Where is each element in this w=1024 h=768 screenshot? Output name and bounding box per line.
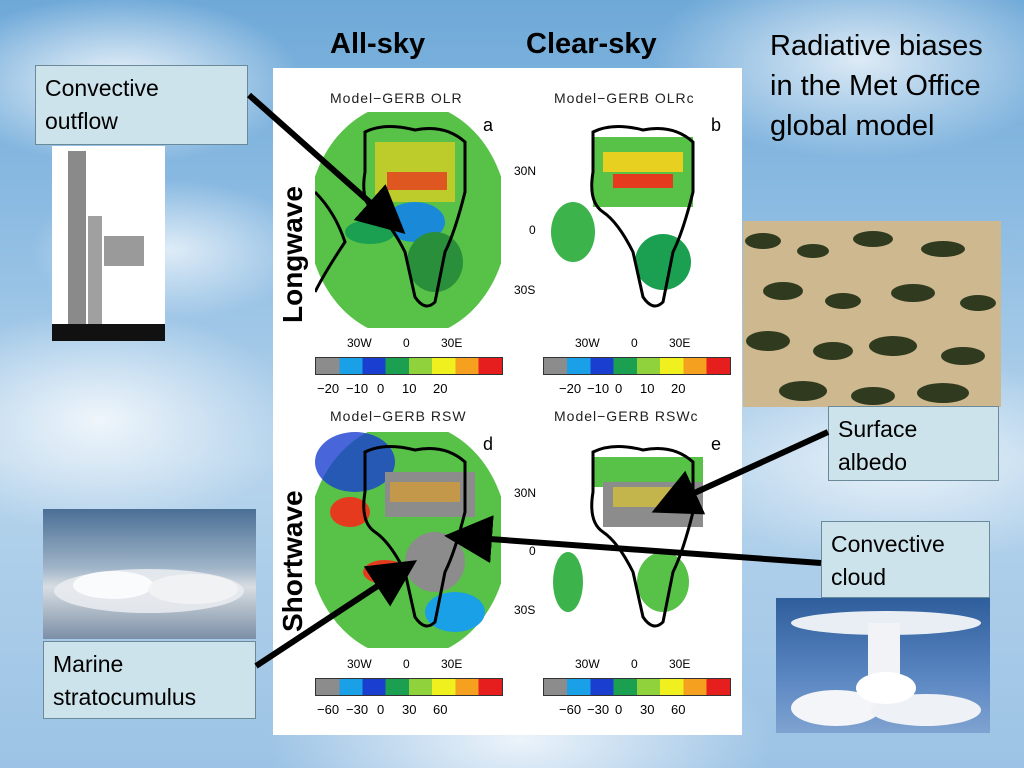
- vegetation-surface-photo: [743, 221, 1001, 407]
- map-panel-a: [315, 112, 501, 328]
- callout-convective-cloud: Convective cloud: [821, 521, 990, 598]
- callout-convective-outflow: Convective outflow: [35, 65, 248, 145]
- panel-e-title: Model−GERB RSWc: [554, 408, 699, 424]
- lon-label-0-a: 0: [403, 336, 410, 350]
- all-sky-heading: All-sky: [330, 28, 426, 60]
- cb-lw-b-tick-2: −10: [587, 381, 610, 396]
- lon-label-30e-d: 30E: [441, 657, 463, 671]
- cb-lw-a-tick-3: 0: [377, 381, 385, 396]
- cb-lw-a-tick-2: −10: [346, 381, 369, 396]
- callout-marine-stratocumulus: Marine stratocumulus: [43, 641, 256, 719]
- radar-cloud-profile-image: [52, 146, 165, 341]
- colorbar-shortwave-clearsky: [543, 678, 731, 696]
- cb-sw-d-tick-1: −60: [317, 702, 340, 717]
- clear-sky-heading: Clear-sky: [526, 28, 657, 60]
- cb-sw-d-tick-5: 60: [433, 702, 448, 717]
- lat-label-30n-bottom: 30N: [514, 486, 537, 500]
- map-panel-d: [315, 432, 501, 648]
- map-panel-e: [543, 432, 729, 648]
- cb-lw-a-tick-5: 20: [433, 381, 448, 396]
- cb-lw-a-tick-4: 10: [402, 381, 417, 396]
- panel-b-title: Model−GERB OLRc: [554, 90, 695, 106]
- panel-b-letter: b: [711, 115, 722, 135]
- lat-label-30s-top: 30S: [514, 283, 536, 297]
- lon-label-0-b: 0: [631, 336, 638, 350]
- cb-sw-d-tick-3: 0: [377, 702, 385, 717]
- colorbar-shortwave-allsky: [315, 678, 503, 696]
- cb-lw-b-tick-4: 10: [640, 381, 655, 396]
- lon-label-30w-b: 30W: [575, 336, 600, 350]
- lon-label-30w-a: 30W: [347, 336, 372, 350]
- cb-lw-a-tick-1: −20: [317, 381, 340, 396]
- panel-d-title: Model−GERB RSW: [330, 408, 467, 424]
- cumulonimbus-photo: [776, 598, 990, 733]
- panel-a-letter: a: [483, 115, 494, 135]
- shortwave-row-label: Shortwave: [277, 490, 308, 632]
- cb-sw-e-tick-3: 0: [615, 702, 623, 717]
- panel-a-title: Model−GERB OLR: [330, 90, 463, 106]
- lon-label-0-e: 0: [631, 657, 638, 671]
- map-panel-b: [543, 112, 729, 328]
- colorbar-longwave-clearsky: [543, 357, 731, 375]
- cb-lw-b-tick-5: 20: [671, 381, 686, 396]
- lon-label-30w-e: 30W: [575, 657, 600, 671]
- cb-sw-e-tick-5: 60: [671, 702, 686, 717]
- cb-sw-e-tick-2: −30: [587, 702, 610, 717]
- gerb-comparison-figure: Model−GERB OLR a Model−GERB OLRc b 30N 0…: [273, 68, 742, 735]
- panel-d-letter: d: [483, 434, 494, 454]
- lat-label-30n-top: 30N: [514, 164, 537, 178]
- cb-sw-d-tick-2: −30: [346, 702, 369, 717]
- slide-title: Radiative biases in the Met Office globa…: [770, 30, 983, 142]
- cb-sw-e-tick-1: −60: [559, 702, 582, 717]
- lon-label-30e-a: 30E: [441, 336, 463, 350]
- lat-label-30s-bottom: 30S: [514, 603, 536, 617]
- longwave-row-label: Longwave: [277, 186, 308, 323]
- cb-lw-b-tick-1: −20: [559, 381, 582, 396]
- panel-e-letter: e: [711, 434, 722, 454]
- cb-sw-d-tick-4: 30: [402, 702, 417, 717]
- lon-label-30w-d: 30W: [347, 657, 372, 671]
- callout-surface-albedo: Surface albedo: [828, 406, 999, 481]
- cb-lw-b-tick-3: 0: [615, 381, 623, 396]
- cb-sw-e-tick-4: 30: [640, 702, 655, 717]
- colorbar-longwave-allsky: [315, 357, 503, 375]
- lon-label-30e-e: 30E: [669, 657, 691, 671]
- lon-label-30e-b: 30E: [669, 336, 691, 350]
- stratocumulus-photo: [43, 509, 256, 639]
- lat-label-0-bottom: 0: [529, 544, 536, 558]
- lat-label-0-top: 0: [529, 223, 536, 237]
- lon-label-0-d: 0: [403, 657, 410, 671]
